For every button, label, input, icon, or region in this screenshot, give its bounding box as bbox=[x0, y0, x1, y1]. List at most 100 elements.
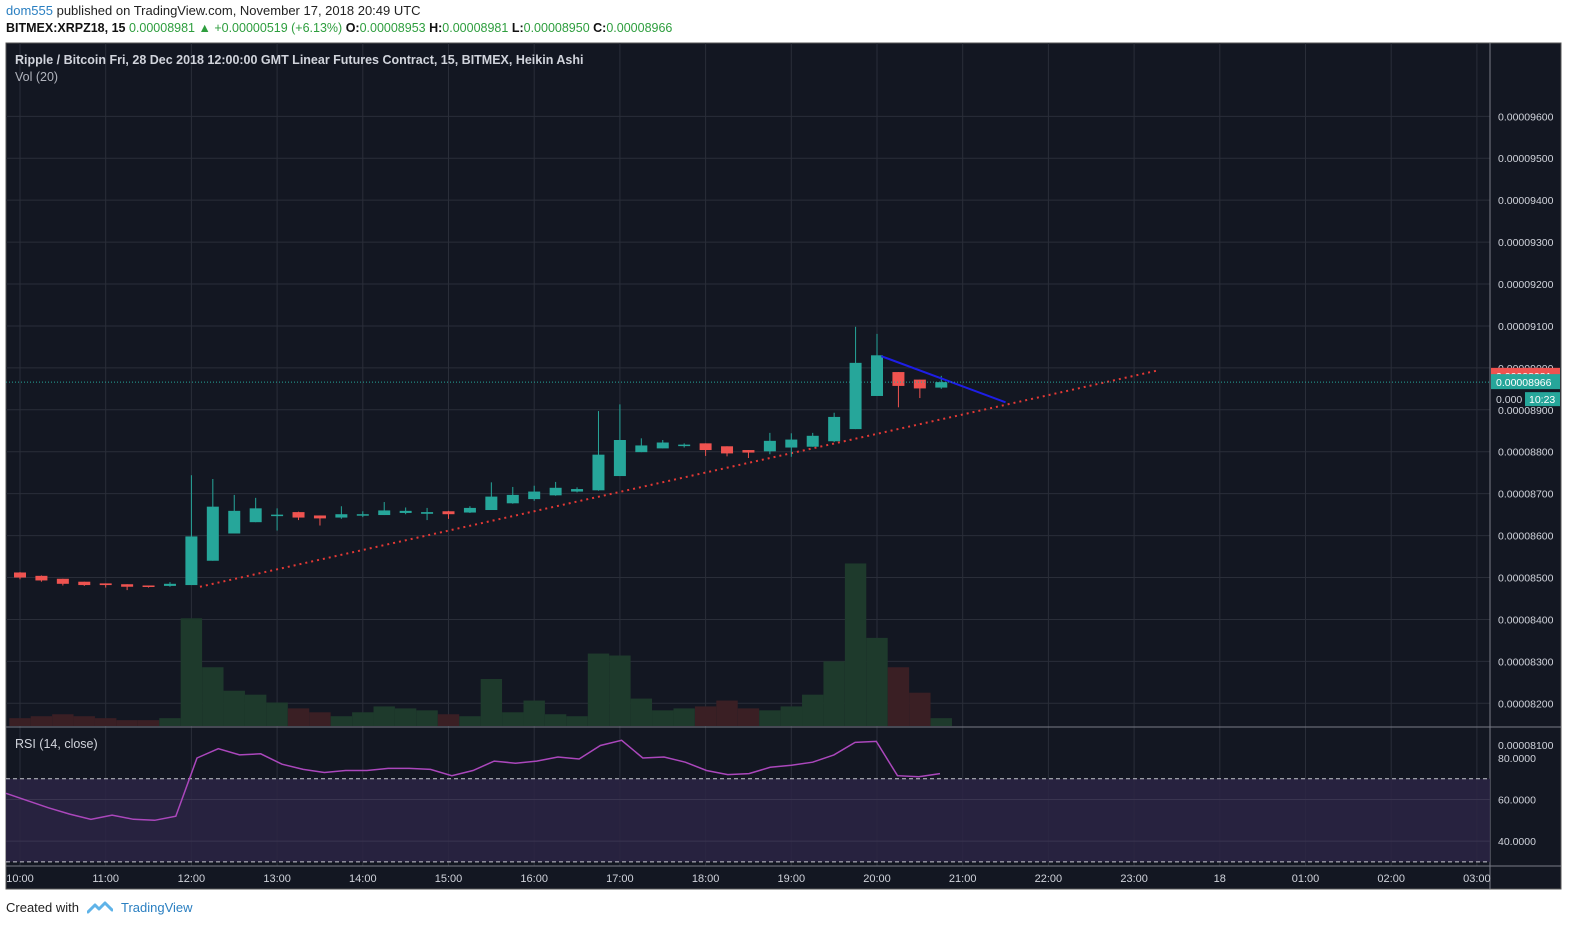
resistance-trendline[interactable] bbox=[880, 355, 1006, 404]
volume-bar bbox=[202, 667, 224, 726]
volume-bar bbox=[844, 563, 867, 726]
open-value: 0.00008953 bbox=[359, 21, 430, 35]
time-tick-label: 18 bbox=[1214, 873, 1226, 885]
volume-label: Vol (20) bbox=[15, 70, 58, 84]
time-axis[interactable]: 10:00 11:00 12:00 13:00 14:00 15:00 16:00 17:00… bbox=[6, 873, 1490, 885]
volume-bar bbox=[544, 714, 567, 726]
time-tick-label: 14:00 bbox=[349, 873, 377, 885]
candle-body bbox=[678, 444, 691, 447]
price-tick-label: 0.00009400 bbox=[1498, 195, 1554, 207]
time-tick-label: 17:00 bbox=[606, 873, 634, 885]
price-tick-label: 0.00009100 bbox=[1498, 321, 1554, 333]
volume-bar bbox=[909, 692, 931, 726]
candle-body bbox=[163, 583, 176, 586]
candle-body bbox=[721, 446, 734, 454]
candle-body bbox=[656, 442, 669, 449]
candle-body bbox=[592, 454, 605, 491]
low-value: 0.00008950 bbox=[523, 21, 594, 35]
volume-bar bbox=[95, 718, 117, 726]
author-link[interactable]: dom555 bbox=[6, 3, 53, 18]
time-tick-label: 02:00 bbox=[1377, 873, 1405, 885]
volume-bar bbox=[630, 698, 653, 726]
volume-bar bbox=[116, 720, 138, 726]
volume-bar bbox=[437, 714, 460, 726]
resistance-line bbox=[880, 355, 1006, 404]
price-tick-label: 0.00008900 bbox=[1498, 405, 1554, 417]
candle-body bbox=[763, 440, 776, 452]
rsi-tick-label: 40.0000 bbox=[1498, 836, 1536, 848]
volume-bar bbox=[523, 700, 545, 726]
created-with-text: Created with bbox=[6, 900, 79, 915]
rsi-label: RSI (14, close) bbox=[15, 737, 98, 751]
volume-bar bbox=[9, 718, 31, 726]
candle-body bbox=[206, 506, 219, 561]
candle-body bbox=[378, 510, 391, 516]
volume-bar bbox=[52, 714, 74, 726]
candle-body bbox=[228, 510, 241, 534]
time-tick-label: 11:00 bbox=[92, 873, 119, 885]
price-tick-label: 0.00008600 bbox=[1498, 531, 1554, 543]
tradingview-logo-icon bbox=[86, 901, 113, 913]
time-tick-label: 21:00 bbox=[949, 873, 977, 885]
candle-body bbox=[121, 584, 134, 587]
time-tick-label: 16:00 bbox=[520, 873, 548, 885]
rsi-tick-label: 60.0000 bbox=[1498, 795, 1536, 807]
tradingview-link[interactable]: TradingView bbox=[120, 900, 193, 915]
close-label: C: bbox=[593, 21, 607, 35]
volume-bar bbox=[459, 716, 481, 726]
candle-body bbox=[913, 379, 926, 389]
time-tick-label: 03:00 bbox=[1463, 873, 1491, 885]
volume-bar bbox=[566, 716, 588, 726]
candle-body bbox=[549, 487, 562, 496]
partial-label-bg bbox=[1491, 392, 1524, 407]
symbol-label: BITMEX:XRPZ18, 15 bbox=[6, 21, 126, 35]
candle-body bbox=[635, 445, 648, 453]
price-tick-label: 0.00008800 bbox=[1498, 447, 1554, 459]
price-tick-label: 0.00008300 bbox=[1498, 656, 1554, 668]
volume-bar bbox=[480, 679, 503, 726]
candle-body bbox=[78, 581, 91, 586]
rsi-tick-label: 80.0000 bbox=[1498, 753, 1536, 765]
change-value: +0.00000519 (+6.13%) bbox=[210, 21, 346, 35]
candle-body bbox=[613, 439, 626, 477]
publish-text: published on TradingView.com, November 1… bbox=[52, 3, 421, 18]
rsi-line bbox=[5, 739, 941, 822]
candle-body bbox=[442, 511, 455, 515]
volume-bar bbox=[373, 706, 395, 726]
up-arrow-icon: ▲ bbox=[198, 21, 211, 35]
volume-bar bbox=[159, 718, 181, 726]
volume-bar bbox=[287, 708, 310, 726]
time-tick-label: 22:00 bbox=[1035, 873, 1063, 885]
partial-price-label: 0.000 bbox=[1496, 394, 1522, 406]
volume-bar bbox=[330, 716, 353, 726]
time-tick-label: 13:00 bbox=[263, 873, 291, 885]
candle-body bbox=[506, 494, 519, 504]
volume-bar bbox=[737, 708, 760, 726]
price-tick-label: 0.00008400 bbox=[1498, 614, 1554, 626]
support-line bbox=[199, 369, 1161, 588]
price-tick-label: 0.00008100 bbox=[1498, 740, 1554, 752]
candle-body bbox=[14, 572, 26, 578]
volume-bar bbox=[394, 708, 417, 726]
volume-bar bbox=[73, 716, 95, 726]
volume-bar bbox=[759, 710, 781, 726]
close-value: 0.00008966 bbox=[606, 21, 673, 35]
candle-body bbox=[806, 435, 819, 447]
footer: Created with TradingView bbox=[6, 900, 193, 915]
volume-bar bbox=[823, 661, 845, 726]
close-price-badge bbox=[1491, 374, 1560, 390]
countdown-badge bbox=[1525, 392, 1560, 407]
last-price: 0.00008981 bbox=[125, 21, 199, 35]
price-tick-label: 0.00008700 bbox=[1498, 489, 1554, 501]
support-trendline[interactable] bbox=[199, 369, 1161, 588]
price-tick-label: 0.00009300 bbox=[1498, 237, 1554, 249]
price-axis[interactable]: 0.00009600 0.00009500 0.00009400 0.00009300… bbox=[1491, 111, 1560, 848]
price-tick-label: 0.00009600 bbox=[1498, 111, 1554, 123]
volume-bar bbox=[30, 716, 53, 726]
volume-bar bbox=[673, 708, 695, 726]
volume-bars bbox=[9, 563, 952, 726]
low-label: L: bbox=[511, 21, 524, 35]
candles bbox=[14, 326, 948, 591]
publish-line: dom555 published on TradingView.com, Nov… bbox=[6, 3, 421, 18]
